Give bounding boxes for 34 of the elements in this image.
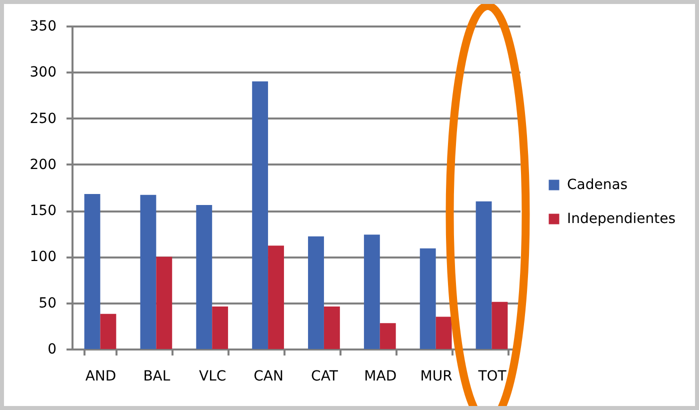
bar	[252, 81, 268, 349]
bar	[212, 306, 228, 349]
bar	[476, 201, 492, 349]
y-tick-label: 200	[30, 156, 56, 173]
bar	[492, 302, 508, 349]
bar	[420, 248, 436, 349]
legend-label: Cadenas	[567, 177, 628, 193]
bar	[196, 205, 212, 349]
bar	[308, 236, 324, 349]
y-tick-label: 100	[30, 249, 56, 266]
x-tick-label: VLC	[199, 368, 226, 384]
bar	[436, 316, 452, 349]
y-tick-label: 50	[38, 295, 56, 312]
bar	[156, 256, 172, 349]
x-tick-label: MAD	[364, 368, 397, 384]
y-tick-label: 350	[30, 18, 56, 34]
x-tick-label: BAL	[143, 368, 170, 384]
x-tick-label: CAN	[254, 368, 284, 384]
x-tick-label: MUR	[420, 368, 453, 384]
bar	[364, 234, 380, 349]
bar	[100, 314, 116, 349]
bar	[324, 306, 340, 349]
x-tick-label: TOT	[477, 368, 507, 384]
bar	[268, 246, 284, 349]
y-tick-label: 250	[30, 110, 56, 127]
x-tick-label: CAT	[311, 368, 338, 384]
legend-label: Independientes	[567, 211, 676, 227]
y-tick-label: 300	[30, 64, 56, 81]
x-tick-label: AND	[85, 368, 116, 384]
bar	[84, 194, 100, 349]
bar	[380, 323, 396, 349]
bar	[140, 194, 156, 349]
y-tick-label: 150	[30, 203, 56, 220]
y-tick-label: 0	[48, 342, 56, 358]
